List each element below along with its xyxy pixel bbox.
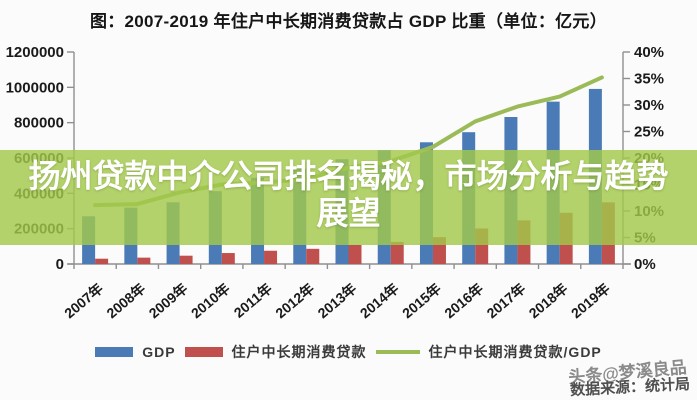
- legend-swatch-1: [184, 347, 223, 357]
- svg-text:30%: 30%: [634, 97, 664, 114]
- loan-bar-2013年: [348, 244, 362, 264]
- headline-line-1: 扬州贷款中介公司排名揭秘，市场分析与趋势: [28, 158, 669, 194]
- svg-text:2007年: 2007年: [61, 280, 106, 321]
- legend-swatch-0: [95, 347, 134, 357]
- legend-label-2: 住户中长期消费贷款/GDP: [428, 344, 602, 360]
- headline-line-2: 展望: [316, 195, 381, 231]
- svg-text:2019年: 2019年: [568, 280, 613, 321]
- svg-text:40%: 40%: [634, 44, 664, 61]
- legend-label-1: 住户中长期消费贷款: [231, 344, 367, 360]
- headline-banner: 扬州贷款中介公司排名揭秘，市场分析与趋势 展望: [0, 150, 697, 245]
- chart-legend: GDP 住户中长期消费贷款 住户中长期消费贷款/GDP: [0, 342, 697, 362]
- loan-bar-2007年: [95, 258, 109, 264]
- svg-text:35%: 35%: [634, 71, 664, 88]
- loan-bar-2012年: [306, 248, 320, 264]
- x-axis-labels: 2007年2008年2009年2010年2011年2012年2013年2014年…: [61, 280, 613, 321]
- svg-text:1000000: 1000000: [6, 79, 64, 96]
- svg-text:2017年: 2017年: [483, 280, 528, 321]
- svg-text:2012年: 2012年: [272, 280, 317, 321]
- svg-text:2014年: 2014年: [357, 280, 402, 321]
- svg-text:2016年: 2016年: [441, 280, 486, 321]
- svg-text:2011年: 2011年: [231, 280, 275, 321]
- chart-title: 图：2007-2019 年住户中长期消费贷款占 GDP 比重（单位：亿元）: [89, 12, 608, 31]
- svg-text:2018年: 2018年: [526, 280, 571, 321]
- svg-text:2010年: 2010年: [188, 280, 233, 321]
- svg-text:25%: 25%: [634, 124, 664, 141]
- legend-label-0: GDP: [142, 344, 176, 360]
- svg-text:2013年: 2013年: [315, 280, 360, 321]
- legend-swatch-2: [375, 350, 420, 354]
- loan-bar-2014年: [390, 241, 404, 264]
- loan-bar-2010年: [221, 253, 235, 264]
- svg-text:2008年: 2008年: [103, 280, 148, 321]
- svg-text:800000: 800000: [14, 115, 64, 132]
- loan-bar-2009年: [179, 255, 193, 264]
- loan-bar-2011年: [264, 250, 278, 264]
- svg-text:2015年: 2015年: [399, 280, 444, 321]
- svg-text:0%: 0%: [634, 256, 656, 273]
- svg-text:2009年: 2009年: [146, 280, 191, 321]
- svg-text:0: 0: [56, 256, 64, 273]
- svg-text:1200000: 1200000: [6, 44, 64, 61]
- loan-bar-2008年: [137, 257, 151, 264]
